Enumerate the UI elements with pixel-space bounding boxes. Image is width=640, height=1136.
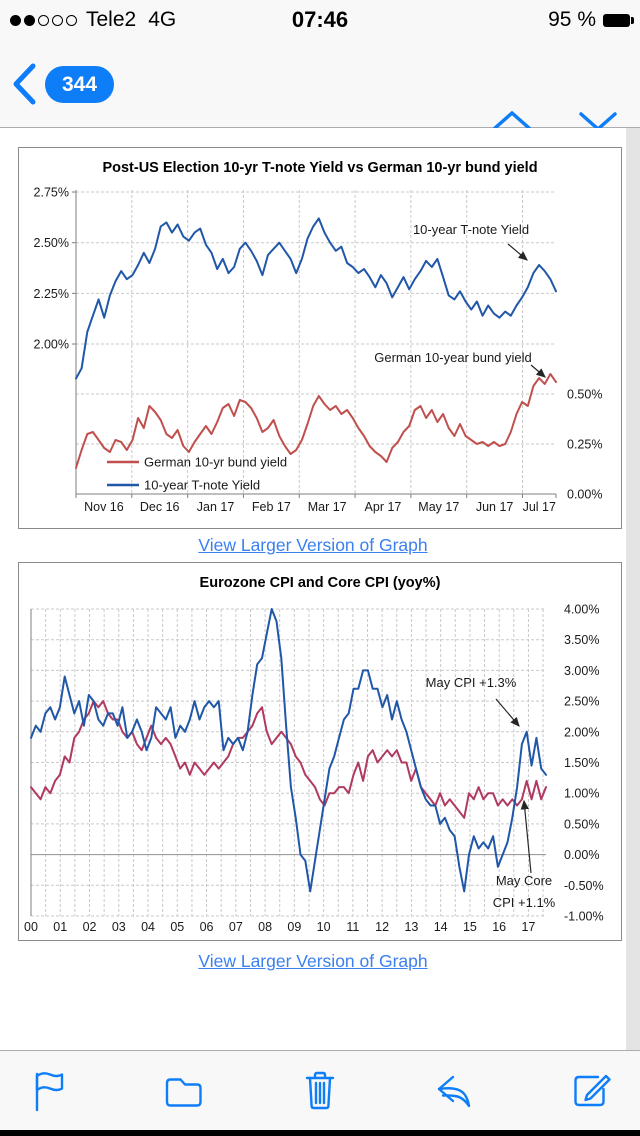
svg-text:05: 05 <box>170 920 184 934</box>
svg-text:Apr 17: Apr 17 <box>365 500 402 514</box>
svg-text:Mar 17: Mar 17 <box>308 500 347 514</box>
svg-text:03: 03 <box>112 920 126 934</box>
svg-text:Jan 17: Jan 17 <box>197 500 235 514</box>
svg-text:14: 14 <box>434 920 448 934</box>
flag-button[interactable] <box>24 1067 72 1115</box>
svg-text:06: 06 <box>200 920 214 934</box>
svg-text:10: 10 <box>317 920 331 934</box>
svg-text:00: 00 <box>24 920 38 934</box>
svg-text:09: 09 <box>287 920 301 934</box>
unread-count-badge: 344 <box>45 65 115 103</box>
carrier-label: Tele2 <box>86 8 137 31</box>
cell-signal-icon <box>10 14 77 26</box>
svg-text:German 10-yr bund yield: German 10-yr bund yield <box>144 455 287 470</box>
reply-button[interactable] <box>432 1067 480 1115</box>
chart-eurozone-cpi: Eurozone CPI and Core CPI (yoy%) 4.00% 3.5… <box>18 562 622 941</box>
svg-text:10-year T-note Yield: 10-year T-note Yield <box>144 478 260 493</box>
svg-text:01: 01 <box>53 920 67 934</box>
svg-text:04: 04 <box>141 920 155 934</box>
svg-text:Dec 16: Dec 16 <box>140 500 180 514</box>
svg-text:2.25%: 2.25% <box>34 287 69 301</box>
svg-text:2.50%: 2.50% <box>564 695 599 709</box>
content-right-margin <box>626 128 640 1050</box>
svg-text:0.25%: 0.25% <box>567 438 602 452</box>
svg-text:0.50%: 0.50% <box>567 388 602 402</box>
signal-dot <box>66 14 77 26</box>
svg-text:1.00%: 1.00% <box>564 787 599 801</box>
signal-dot <box>52 14 63 26</box>
trash-button[interactable] <box>296 1067 344 1115</box>
svg-text:11: 11 <box>346 920 359 934</box>
svg-text:-0.50%: -0.50% <box>564 879 604 893</box>
signal-dot <box>38 14 49 26</box>
svg-text:15: 15 <box>463 920 477 934</box>
svg-text:3.00%: 3.00% <box>564 664 599 678</box>
svg-text:0.00%: 0.00% <box>567 488 602 502</box>
svg-text:17: 17 <box>521 920 535 934</box>
svg-text:1.50%: 1.50% <box>564 756 599 770</box>
svg-text:Feb 17: Feb 17 <box>252 500 291 514</box>
svg-text:Jun 17: Jun 17 <box>476 500 514 514</box>
svg-text:07: 07 <box>229 920 243 934</box>
battery-percent: 95 % <box>548 8 596 31</box>
svg-text:Eurozone CPI and Core CPI (yoy: Eurozone CPI and Core CPI (yoy%) <box>200 575 441 591</box>
svg-text:Nov 16: Nov 16 <box>84 500 124 514</box>
svg-text:German 10-year bund yield: German 10-year bund yield <box>374 350 532 365</box>
signal-dot <box>10 14 21 26</box>
svg-text:May Core: May Core <box>496 873 552 888</box>
chart1-svg: Post-US Election 10-yr T-note Yield vs G… <box>34 160 603 514</box>
signal-dot <box>24 14 35 26</box>
svg-text:CPI +1.1%: CPI +1.1% <box>493 895 556 910</box>
back-button[interactable]: 344 <box>10 62 115 106</box>
svg-text:2.00%: 2.00% <box>34 338 69 352</box>
chart2-svg: Eurozone CPI and Core CPI (yoy%) 4.00% 3.5… <box>24 575 604 934</box>
chart-tnote-vs-bund: Post-US Election 10-yr T-note Yield vs G… <box>18 147 622 529</box>
svg-text:12: 12 <box>375 920 389 934</box>
svg-text:0.50%: 0.50% <box>564 817 599 831</box>
svg-text:Jul 17: Jul 17 <box>523 500 556 514</box>
svg-text:2.75%: 2.75% <box>34 186 69 200</box>
svg-text:16: 16 <box>492 920 506 934</box>
reply-icon <box>437 1075 471 1107</box>
email-body: Post-US Election 10-yr T-note Yield vs G… <box>0 128 640 1050</box>
view-larger-link-2[interactable]: View Larger Version of Graph <box>198 951 428 971</box>
previous-message-button[interactable] <box>492 108 532 134</box>
compose-button[interactable] <box>568 1067 616 1115</box>
screen-bottom-bar <box>0 1130 640 1136</box>
trash-icon <box>305 1071 335 1109</box>
svg-text:4.00%: 4.00% <box>564 603 599 617</box>
svg-text:2.50%: 2.50% <box>34 236 69 250</box>
compose-icon <box>574 1074 611 1106</box>
battery-icon <box>603 13 634 27</box>
svg-text:08: 08 <box>258 920 272 934</box>
svg-text:10-year T-note Yield: 10-year T-note Yield <box>413 222 529 237</box>
svg-text:0.00%: 0.00% <box>564 848 599 862</box>
svg-text:May CPI +1.3%: May CPI +1.3% <box>426 675 517 690</box>
view-larger-link-1[interactable]: View Larger Version of Graph <box>198 535 428 555</box>
svg-text:May 17: May 17 <box>418 500 459 514</box>
network-label: 4G <box>148 8 177 31</box>
flag-icon <box>35 1071 64 1111</box>
svg-text:2.00%: 2.00% <box>564 725 599 739</box>
svg-text:-1.00%: -1.00% <box>564 910 604 924</box>
mail-nav-bar: 344 <box>0 40 640 131</box>
svg-text:02: 02 <box>83 920 97 934</box>
folder-icon <box>165 1077 202 1107</box>
folder-button[interactable] <box>160 1067 208 1115</box>
status-bar: Tele2 4G 07:46 95 % <box>0 0 640 40</box>
back-chevron-icon <box>13 63 36 105</box>
mail-toolbar <box>0 1050 640 1130</box>
svg-text:13: 13 <box>404 920 418 934</box>
svg-text:Post-US Election 10-yr T-note: Post-US Election 10-yr T-note Yield vs G… <box>102 160 537 176</box>
svg-text:3.50%: 3.50% <box>564 633 599 647</box>
